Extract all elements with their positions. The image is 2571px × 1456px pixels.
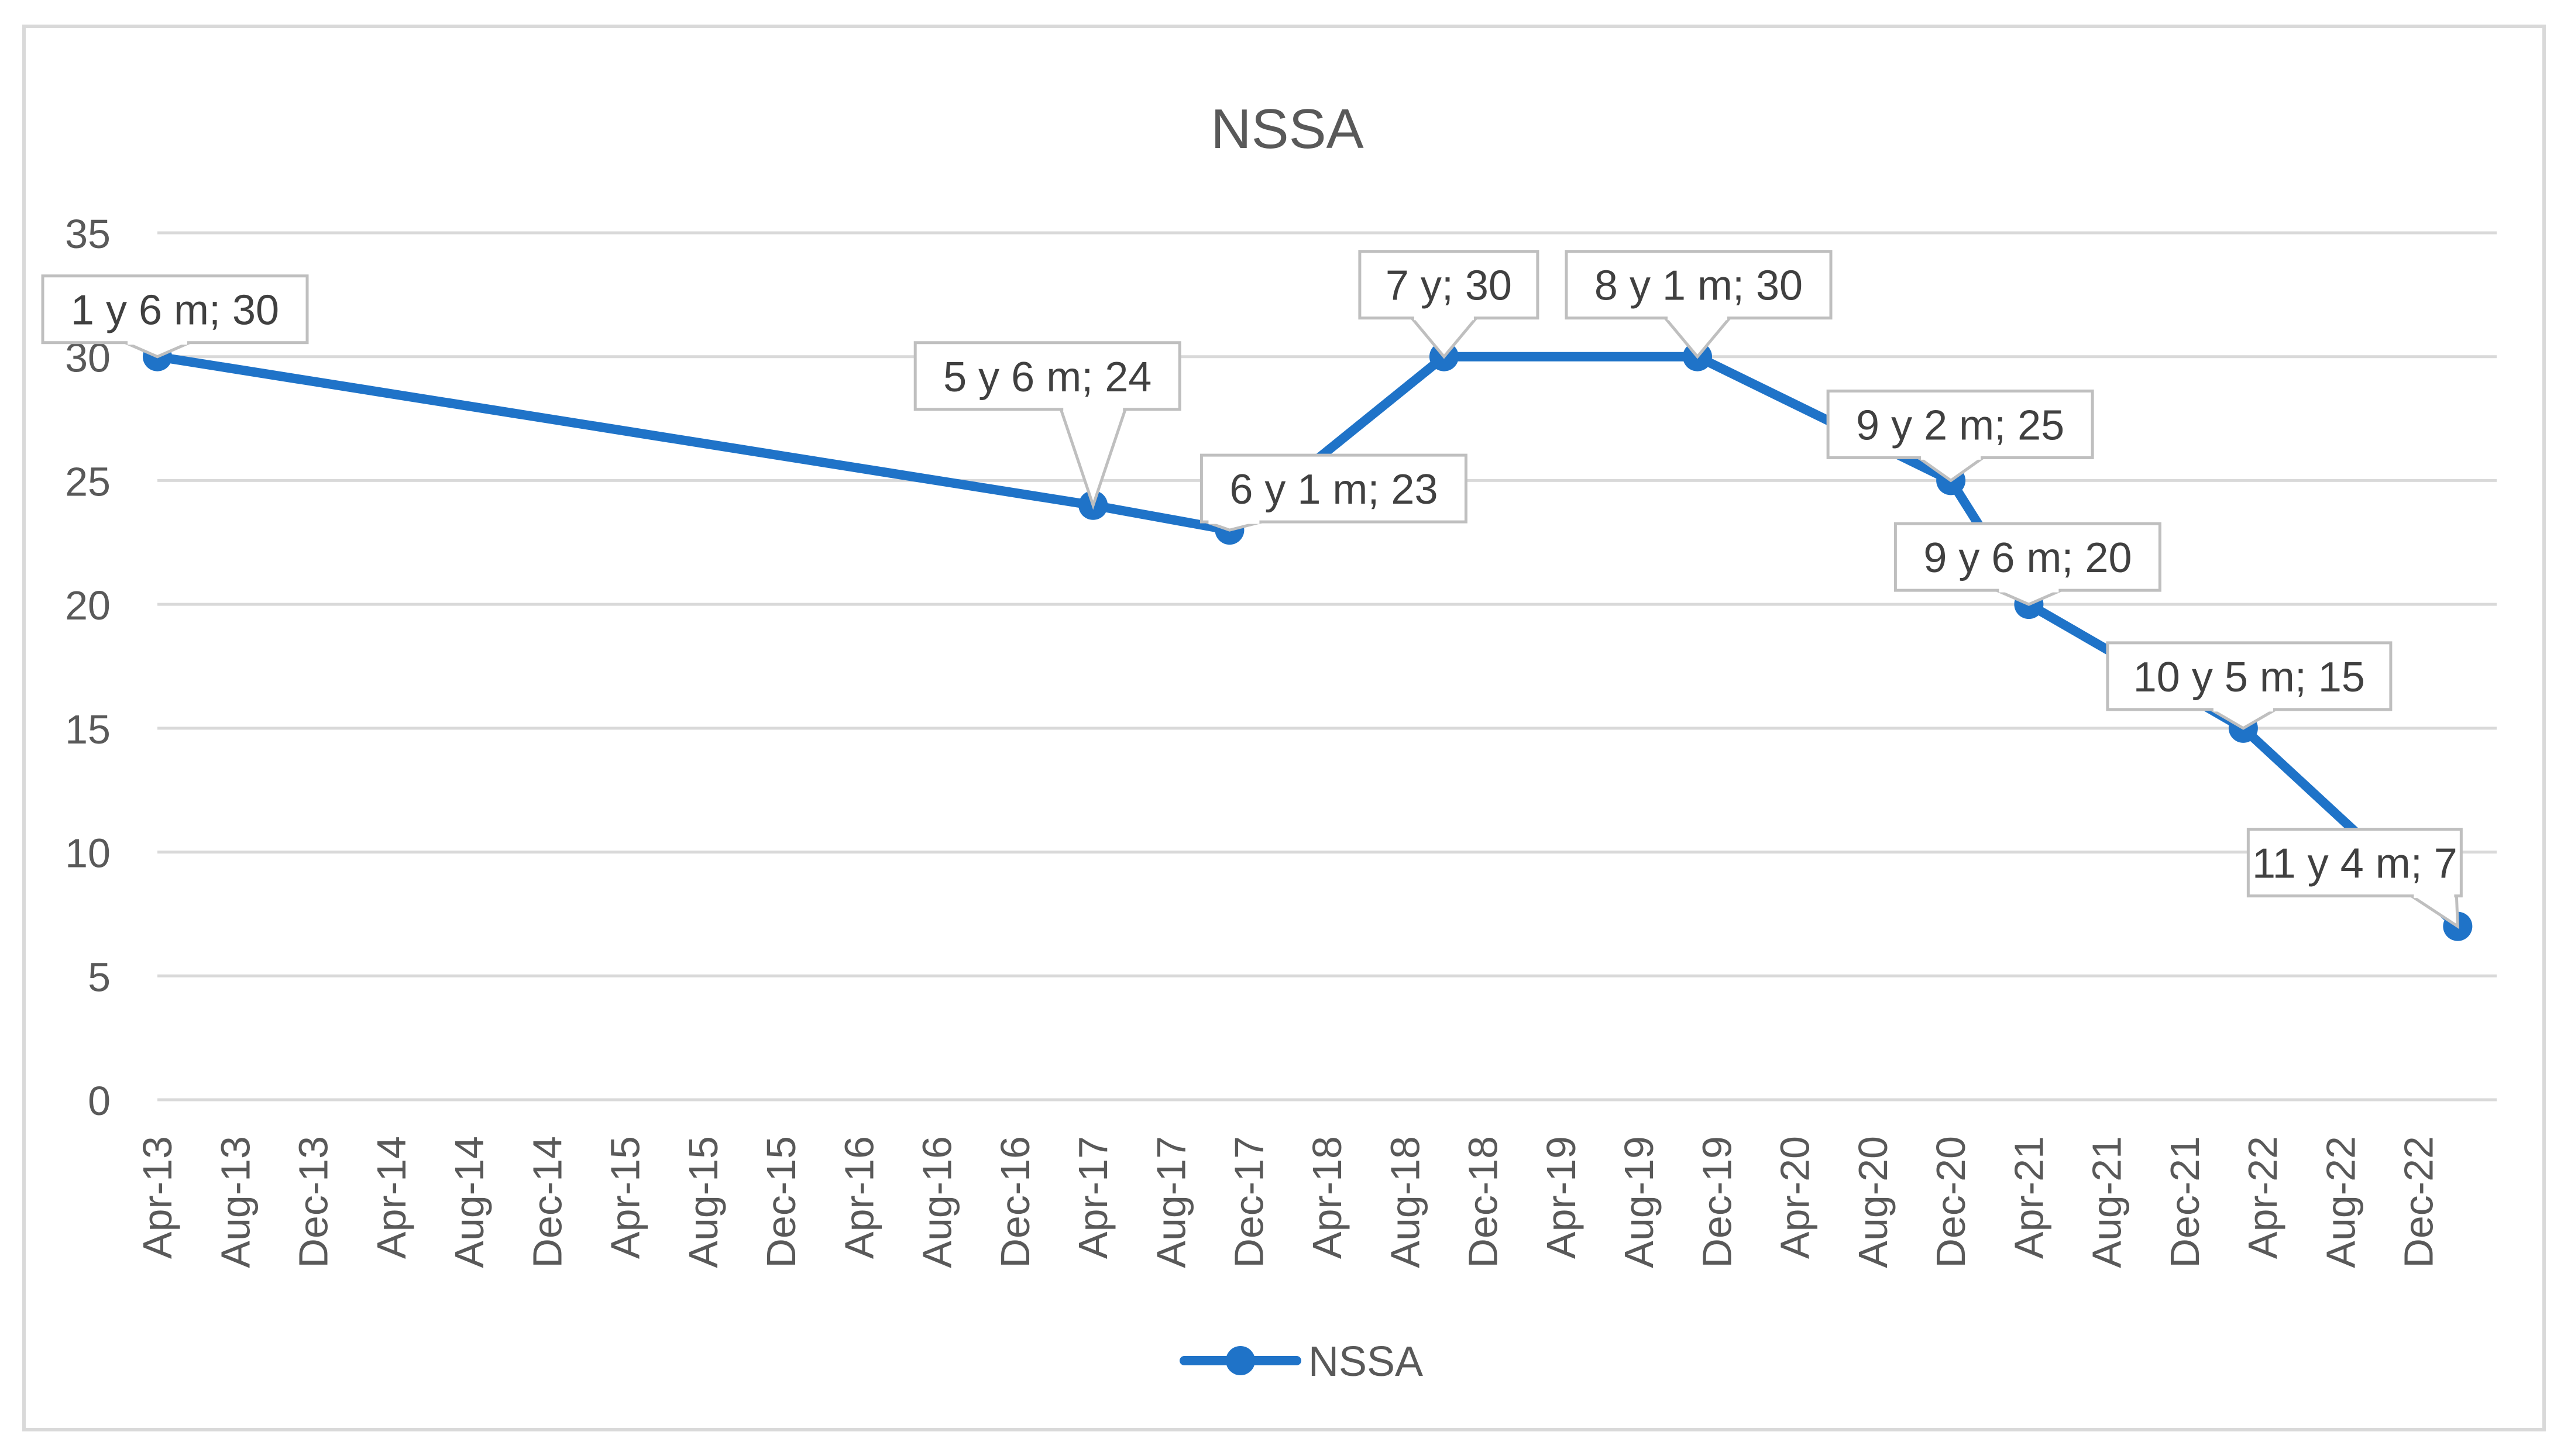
x-tick-label: Apr-15 [603,1136,648,1259]
data-label: 5 y 6 m; 24 [943,354,1152,401]
chart-title: NSSA [1211,98,1363,160]
y-tick-label: 35 [65,211,111,257]
callout-box [2106,641,2393,711]
x-tick-label: Aug-13 [212,1136,258,1268]
data-label: 1 y 6 m; 30 [71,287,279,334]
y-tick-label: 0 [88,1078,111,1124]
data-label-callout: 6 y 1 m; 23 [1199,453,1467,532]
x-tick-label: Apr-21 [2006,1136,2051,1259]
callout-pointer [1058,408,1128,510]
x-tick-label: Dec-16 [992,1136,1038,1268]
data-label: 9 y 6 m; 20 [1923,535,2132,581]
callout-pointer [1662,316,1733,359]
y-tick-label: 15 [65,707,111,752]
callout-box [2246,828,2463,898]
data-label-callout: 10 y 5 m; 15 [2106,641,2393,730]
y-tick-label: 5 [88,954,111,1000]
x-tick-label: Apr-14 [369,1136,414,1259]
x-tick-label: Aug-15 [680,1136,726,1268]
y-tick-label: 10 [65,831,111,876]
chart-frame: NSSA 0 5 10 15 20 25 30 35 Apr-13 Aug-13 Dec-13 Ap… [22,25,2546,1431]
x-tick-label: Dec-17 [1226,1136,1272,1268]
data-label-callout: 9 y 2 m; 25 [1826,389,2094,483]
callout-pointer [125,341,190,359]
data-label: 7 y; 30 [1386,263,1512,309]
data-label: 11 y 4 m; 7 [2252,841,2457,887]
x-tick-label: Apr-17 [1070,1136,1116,1259]
x-tick-label: Aug-14 [446,1136,492,1268]
data-label: 10 y 5 m; 15 [2133,654,2365,701]
x-tick-label: Aug-20 [1850,1136,1896,1268]
x-tick-label: Apr-13 [135,1136,180,1259]
x-tick-label: Aug-21 [2084,1136,2130,1268]
data-label-callout: 9 y 6 m; 20 [1893,522,2161,606]
x-tick-label: Apr-16 [836,1136,882,1259]
data-label-callout: 7 y; 30 [1358,250,1539,359]
x-tick-label: Apr-19 [1538,1136,1584,1259]
legend-marker [1226,1346,1255,1375]
x-tick-label: Dec-21 [2162,1136,2208,1268]
x-tick-label: Dec-15 [758,1136,804,1268]
x-tick-label: Apr-20 [1772,1136,1818,1259]
x-tick-label: Aug-16 [915,1136,960,1268]
callout-box [1358,250,1539,320]
x-tick-label: Apr-18 [1304,1136,1350,1259]
data-label: 6 y 1 m; 23 [1229,466,1438,513]
x-tick-label: Dec-18 [1460,1136,1506,1268]
data-label-callout: 1 y 6 m; 30 [41,274,309,359]
y-tick-label: 20 [65,583,111,628]
x-tick-label: Aug-19 [1616,1136,1662,1268]
x-tick-label: Dec-14 [524,1136,570,1268]
data-label: 9 y 2 m; 25 [1856,402,2064,449]
callout-box [1826,389,2094,459]
x-tick-label: Dec-22 [2396,1136,2442,1268]
data-label-callout: 8 y 1 m; 30 [1565,250,1833,359]
callout-box [913,341,1181,411]
x-tick-label: Aug-17 [1148,1136,1194,1268]
callout-pointer [1996,588,2062,606]
callout-pointer [1408,316,1480,359]
callout-box [1565,250,1833,320]
x-tick-label: Apr-22 [2240,1136,2285,1259]
callout-box [41,274,309,345]
callout-box [1893,522,2161,592]
callout-pointer [2407,894,2460,930]
x-tick-label: Dec-19 [1694,1136,1740,1268]
data-label-callout: 5 y 6 m; 24 [913,341,1181,510]
x-tick-label: Aug-18 [1382,1136,1428,1268]
callout-box [1199,453,1467,524]
data-label: 8 y 1 m; 30 [1594,263,1803,309]
legend-label: NSSA [1308,1338,1423,1385]
x-tick-label: Dec-13 [291,1136,336,1268]
data-label-callout: 11 y 4 m; 7 [2246,828,2463,930]
x-tick-label: Aug-22 [2318,1136,2363,1268]
y-tick-label: 25 [65,459,111,504]
x-tick-label: Dec-20 [1928,1136,1974,1268]
